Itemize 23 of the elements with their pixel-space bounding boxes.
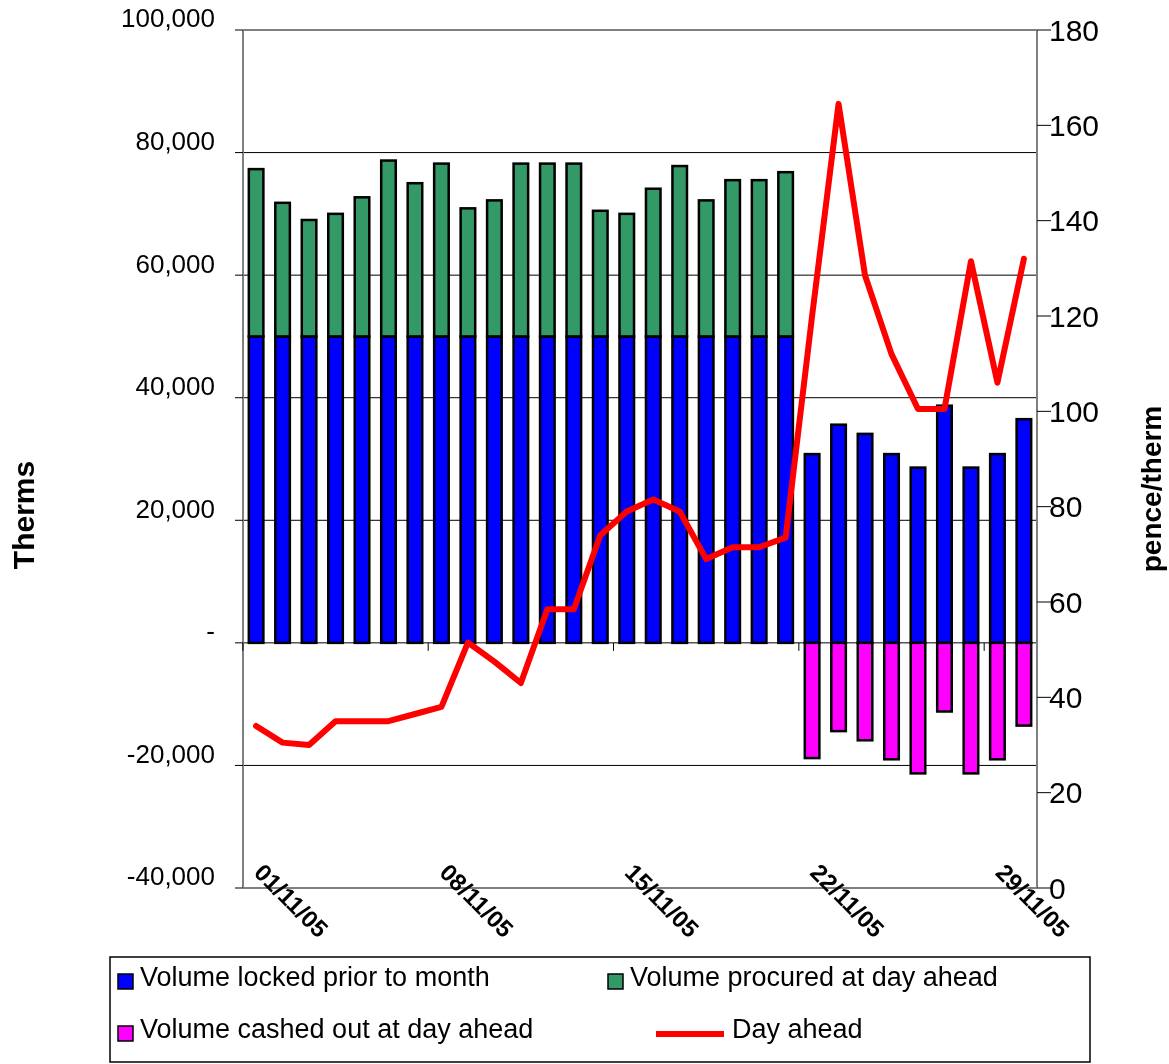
- y-tick-label: 80,000: [135, 125, 215, 156]
- y-axis-title: Therms: [7, 460, 40, 570]
- y-tick-label: 100,000: [121, 3, 215, 34]
- y-tick-label: -: [206, 616, 215, 647]
- y2-tick-label: 140: [1049, 204, 1100, 238]
- y2-tick-label: 160: [1049, 108, 1100, 142]
- legend-label: Volume procured at day ahead: [630, 962, 998, 993]
- y2-tick-label: 20: [1049, 776, 1083, 810]
- y2-tick-label: 40: [1049, 680, 1083, 714]
- y2-axis-title: pence/therm: [1136, 405, 1167, 573]
- y2-tick-label: 60: [1049, 585, 1083, 619]
- y2-tick-label: 100: [1049, 394, 1100, 428]
- y-tick-label: -20,000: [126, 738, 215, 769]
- y-tick-label: 60,000: [135, 248, 215, 279]
- y-tick-label: -40,000: [126, 861, 215, 892]
- legend-label: Volume cashed out at day ahead: [140, 1014, 534, 1045]
- y2-tick-label: 120: [1049, 299, 1100, 333]
- y2-tick-label: 80: [1049, 490, 1083, 524]
- legend-label: Volume locked prior to month: [140, 962, 490, 993]
- y2-tick-label: 180: [1049, 13, 1100, 47]
- legend-label: Day ahead: [732, 1014, 863, 1045]
- y-tick-label: 40,000: [135, 371, 215, 402]
- y-tick-label: 20,000: [135, 493, 215, 524]
